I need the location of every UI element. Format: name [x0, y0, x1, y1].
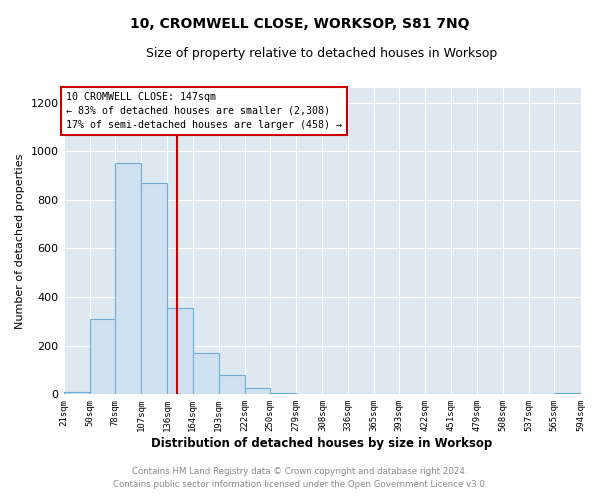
Bar: [167, 308, 193, 394]
Bar: [270, 393, 296, 394]
Bar: [64, 392, 90, 394]
Bar: [90, 320, 115, 394]
Title: Size of property relative to detached houses in Worksop: Size of property relative to detached ho…: [146, 48, 497, 60]
Text: 10, CROMWELL CLOSE, WORKSOP, S81 7NQ: 10, CROMWELL CLOSE, WORKSOP, S81 7NQ: [130, 18, 470, 32]
Text: 10 CROMWELL CLOSE: 147sqm
← 83% of detached houses are smaller (2,308)
17% of se: 10 CROMWELL CLOSE: 147sqm ← 83% of detac…: [66, 92, 342, 130]
Bar: [554, 393, 581, 394]
Bar: [219, 375, 245, 394]
Bar: [245, 388, 270, 394]
Text: Contains HM Land Registry data © Crown copyright and database right 2024.
Contai: Contains HM Land Registry data © Crown c…: [113, 467, 487, 489]
Bar: [115, 164, 141, 394]
X-axis label: Distribution of detached houses by size in Worksop: Distribution of detached houses by size …: [151, 437, 493, 450]
Bar: [141, 184, 167, 394]
Y-axis label: Number of detached properties: Number of detached properties: [15, 154, 25, 329]
Bar: [193, 353, 219, 395]
